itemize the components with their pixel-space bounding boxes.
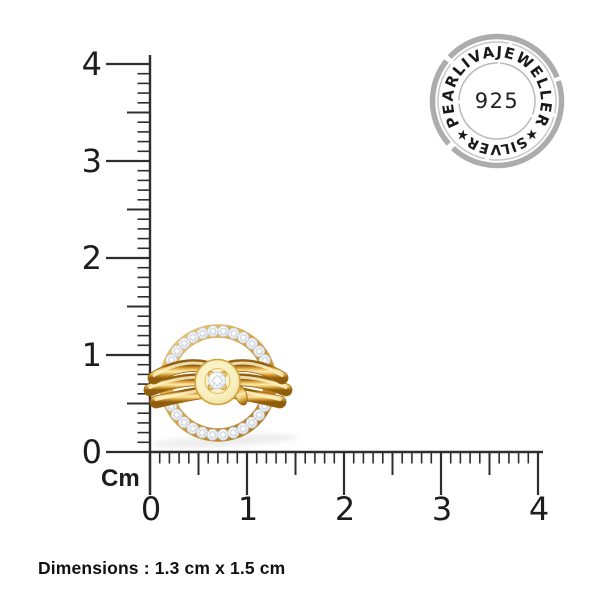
diamond-stone	[178, 416, 190, 429]
ruler-label-horizontal: 1	[238, 490, 258, 528]
diamond-stone	[206, 428, 219, 441]
diamond-stone	[187, 331, 199, 344]
diamond-stone	[196, 426, 209, 439]
seal-arc-text-top: PEARLIVAJEWELLER	[439, 43, 556, 131]
diamond-stone	[245, 416, 258, 429]
ruler-labels: 0 0 1 1 2 2 3 3 4 4	[82, 45, 550, 528]
ruler-label-vertical: 1	[82, 336, 102, 374]
dimensions-caption: Dimensions : 1.3 cm x 1.5 cm	[38, 558, 286, 578]
diamond-stone	[227, 327, 240, 340]
diamond-stone	[217, 428, 229, 441]
ruler-label-horizontal: 3	[432, 490, 452, 528]
ruler-label-vertical: 0	[82, 433, 102, 471]
ruler-label-vertical: 4	[82, 45, 102, 83]
ruler-unit-label: Cm	[101, 465, 140, 492]
seal-outer-ring	[429, 33, 565, 169]
diamond-stone	[207, 325, 219, 338]
diamond-stone	[217, 325, 230, 338]
ruler-label-horizontal: 2	[335, 490, 355, 528]
diamond-stone	[170, 408, 183, 421]
ruler-label-vertical: 2	[82, 239, 102, 277]
gold-diamond-circle-earring	[143, 324, 293, 442]
diamond-stone	[227, 426, 240, 439]
ruler-label-horizontal: 0	[141, 490, 161, 528]
hallmark-seal: PEARLIVAJEWELLER ★SILVER★ 925	[429, 33, 565, 169]
ruler-label-vertical: 3	[82, 142, 102, 180]
seal-inner-ring	[458, 62, 536, 140]
diamond-stone	[253, 345, 266, 358]
measurement-ruler	[106, 55, 543, 495]
center-solitaire-diamond	[208, 371, 227, 390]
diamond-stone	[246, 337, 258, 350]
diamond-stone	[208, 371, 227, 390]
seal-purity-number: 925	[475, 89, 520, 113]
diamond-stone	[196, 327, 209, 340]
seal-arc-text-bottom: ★SILVER★	[452, 124, 541, 157]
diamond-stone	[237, 331, 250, 344]
sparkle-icon	[208, 372, 217, 380]
ruler-label-horizontal: 4	[529, 490, 549, 528]
diamond-stone	[253, 409, 265, 421]
diamond-stone	[178, 337, 191, 350]
diamond-stone	[171, 345, 183, 357]
